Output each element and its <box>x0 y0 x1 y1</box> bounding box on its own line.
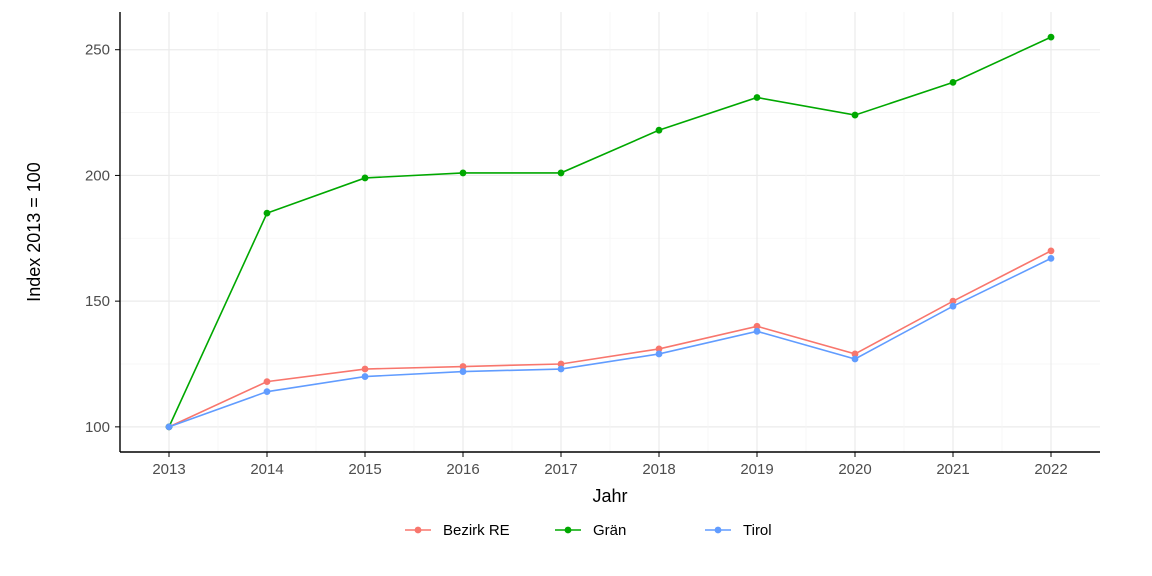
series-point <box>264 388 271 395</box>
y-tick-label: 250 <box>85 42 110 59</box>
x-tick-label: 2022 <box>1034 461 1067 478</box>
legend-swatch-point <box>715 527 722 534</box>
x-tick-label: 2017 <box>544 461 577 478</box>
x-tick-label: 2013 <box>152 461 185 478</box>
series-point <box>656 351 663 358</box>
legend-swatch-point <box>565 527 572 534</box>
series-point <box>1048 255 1055 262</box>
series-point <box>460 368 467 375</box>
series-point <box>362 366 369 373</box>
x-tick-label: 2020 <box>838 461 871 478</box>
series-point <box>460 170 467 177</box>
series-point <box>754 328 761 335</box>
series-point <box>558 366 565 373</box>
x-tick-label: 2015 <box>348 461 381 478</box>
series-point <box>362 373 369 380</box>
series-point <box>852 112 859 119</box>
y-tick-label: 100 <box>85 419 110 436</box>
legend-label: Bezirk RE <box>443 522 510 539</box>
x-tick-label: 2021 <box>936 461 969 478</box>
grid <box>120 12 1100 452</box>
series-point <box>264 378 271 385</box>
series-point <box>166 423 173 430</box>
x-tick-label: 2014 <box>250 461 283 478</box>
series-point <box>362 175 369 182</box>
series-point <box>558 170 565 177</box>
line-chart: 2013 2014 2015 2016 2017 2018 2019 2020 2021 2022… <box>0 0 1152 576</box>
y-axis-title: Index 2013 = 100 <box>24 162 44 302</box>
series-point <box>754 94 761 101</box>
x-axis-title: Jahr <box>592 486 627 506</box>
chart-container: 2013 2014 2015 2016 2017 2018 2019 2020 2021 2022… <box>0 0 1152 576</box>
series-point <box>852 356 859 363</box>
legend-label: Tirol <box>743 522 772 539</box>
legend-label: Grän <box>593 522 626 539</box>
series-point <box>264 210 271 217</box>
series-point <box>656 127 663 134</box>
series-point <box>950 79 957 86</box>
series-point <box>1048 247 1055 254</box>
x-tick-label: 2016 <box>446 461 479 478</box>
y-tick-label: 150 <box>85 293 110 310</box>
y-tick-label: 200 <box>85 167 110 184</box>
x-tick-label: 2018 <box>642 461 675 478</box>
legend-swatch-point <box>415 527 422 534</box>
x-tick-label: 2019 <box>740 461 773 478</box>
series-point <box>1048 34 1055 41</box>
series-point <box>950 303 957 310</box>
